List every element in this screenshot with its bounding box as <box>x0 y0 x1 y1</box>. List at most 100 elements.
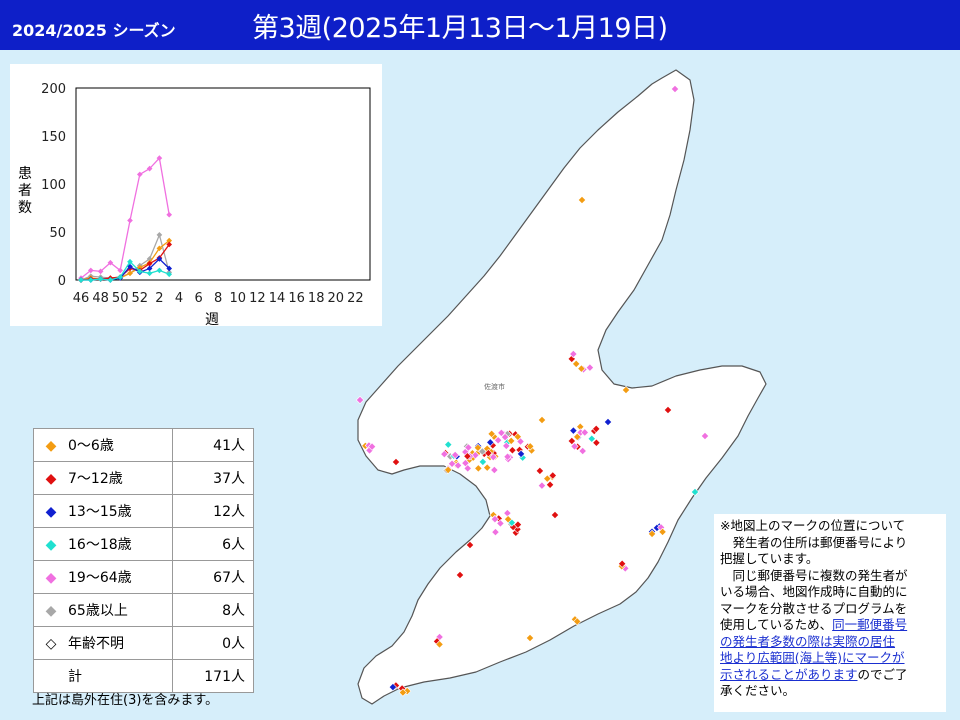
series-line <box>81 260 170 281</box>
legend-count: 12人 <box>172 494 254 528</box>
case-marker <box>483 463 492 472</box>
note-line[interactable]: 地より広範囲(海上等)にマークが <box>720 650 905 665</box>
x-tick-label: 50 <box>112 291 129 306</box>
case-marker <box>580 428 589 437</box>
case-marker <box>464 443 473 452</box>
note-link[interactable]: 示されることがあります <box>720 666 858 682</box>
case-marker <box>658 527 667 536</box>
series-point <box>156 245 163 252</box>
season-label: 2024/2025 シーズン <box>12 21 176 40</box>
case-marker <box>490 514 500 524</box>
legend-marker-icon: ◆ <box>45 504 57 520</box>
y-tick-labels: 0 50 100 150 200 <box>41 82 66 289</box>
case-marker <box>569 426 578 435</box>
case-marker <box>570 442 579 451</box>
case-marker <box>501 433 510 442</box>
series-point <box>117 274 124 280</box>
chart-series <box>78 155 173 283</box>
y-tick-label: 0 <box>58 274 66 289</box>
y-axis-label-char: 者 <box>18 183 32 199</box>
case-marker <box>444 440 453 449</box>
case-marker <box>690 487 700 497</box>
y-tick-label: 100 <box>41 178 66 193</box>
case-marker <box>440 449 449 459</box>
case-marker <box>578 446 587 456</box>
note-line: マークを分散させるプログラムを <box>720 600 908 616</box>
series-point <box>166 271 173 278</box>
series-point <box>156 155 163 161</box>
case-marker <box>435 640 444 649</box>
case-marker <box>663 405 673 415</box>
note-line[interactable]: の発生者多数の際は実際の居住 <box>720 633 896 649</box>
case-marker <box>444 465 453 475</box>
legend-label: 16～18歳 <box>68 537 132 553</box>
case-marker <box>478 457 487 467</box>
legend-count: 41人 <box>172 428 254 462</box>
x-tick-label: 14 <box>269 291 286 306</box>
case-marker <box>592 438 601 447</box>
x-tick-labels: 46 48 50 52 2 4 6 8 10 12 14 16 18 20 22 <box>73 291 364 306</box>
series-point <box>127 258 133 265</box>
case-marker <box>447 459 457 468</box>
case-marker <box>398 688 408 697</box>
series-point <box>127 217 133 224</box>
case-marker <box>569 349 578 359</box>
series-point <box>146 265 153 272</box>
legend-marker-icon: ◆ <box>45 471 57 487</box>
series-point <box>136 268 143 275</box>
case-marker <box>525 633 535 643</box>
x-tick-label: 22 <box>347 291 364 306</box>
x-tick-label: 10 <box>230 291 247 306</box>
header-bar: 2024/2025 シーズン 第3週(2025年1月13日～1月19日) <box>0 0 960 50</box>
legend-label: 13～15歳 <box>68 504 132 520</box>
x-tick-label: 20 <box>328 291 345 306</box>
case-marker <box>463 464 472 473</box>
x-tick-label: 2 <box>155 291 163 306</box>
series-point <box>166 211 173 218</box>
case-marker <box>573 432 582 442</box>
legend-count: 37人 <box>172 461 254 495</box>
case-marker <box>391 457 401 467</box>
note-line: 使用しているため、同一郵便番号 <box>720 617 908 632</box>
case-marker <box>573 617 582 626</box>
series-point <box>107 277 114 283</box>
x-tick-label: 52 <box>132 291 149 306</box>
series-point <box>156 256 163 262</box>
plot-frame <box>75 87 371 281</box>
case-marker <box>587 434 596 443</box>
note-line: 同じ郵便番号に複数の発生者が <box>720 567 908 583</box>
case-markers <box>355 84 735 697</box>
case-marker <box>535 466 544 475</box>
series-line <box>80 156 170 279</box>
case-marker <box>490 465 499 475</box>
chart-panel: 0 50 100 150 200 46 48 50 52 2 4 6 8 10 12 14 16 18 20 22 … <box>10 64 382 326</box>
legend-marker-icon: ◇ <box>45 636 57 652</box>
case-marker <box>484 449 493 458</box>
legend-marker-icon: ◆ <box>45 570 57 586</box>
case-marker <box>516 449 526 459</box>
series-point <box>166 265 173 272</box>
legend-label: 7～12歳 <box>68 471 123 487</box>
case-marker <box>567 436 576 446</box>
case-marker <box>491 527 500 537</box>
case-marker <box>463 452 472 461</box>
case-marker <box>503 509 512 518</box>
series-point <box>97 276 104 282</box>
case-marker <box>700 431 710 441</box>
note-line: ※地図上のマークの位置について <box>720 518 906 533</box>
case-marker <box>502 441 511 451</box>
city-label: 佐渡市 <box>484 382 505 391</box>
x-tick-label: 16 <box>288 291 305 306</box>
series-point <box>107 259 114 266</box>
x-tick-label: 4 <box>175 291 183 306</box>
case-marker <box>451 450 460 460</box>
series-point <box>146 260 153 267</box>
case-marker <box>545 480 555 489</box>
note-line: いる場合、地図作成時に自動的に <box>720 584 908 599</box>
note-link[interactable]: 同一郵便番号 <box>832 617 908 632</box>
note-line: 把握しています。 <box>720 551 819 566</box>
note-line: 承ください。 <box>720 683 796 698</box>
case-marker <box>577 364 586 373</box>
island-map: 佐渡市 <box>355 69 767 705</box>
series-point <box>87 267 94 274</box>
